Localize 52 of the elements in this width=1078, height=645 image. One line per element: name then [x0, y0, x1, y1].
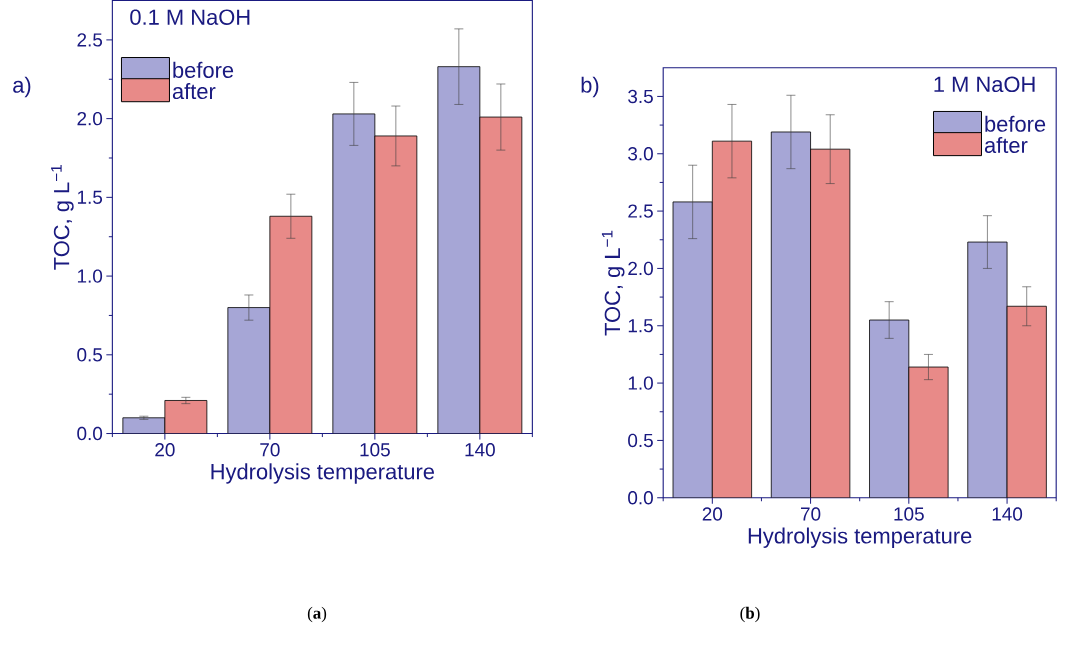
y-tick-label: 2.5	[628, 204, 653, 219]
bar	[227, 307, 270, 434]
x-tick-label: 70	[801, 507, 821, 521]
y-axis-title: TOC, g L$^{−1}$	[51, 165, 74, 271]
bar	[374, 136, 417, 434]
y-tick-label: 1.5	[77, 191, 103, 205]
text: (b)	[740, 607, 760, 623]
bar	[1006, 306, 1047, 498]
bar	[122, 418, 165, 434]
y-tick-label: 2.0	[77, 112, 103, 126]
text: (a)	[307, 607, 327, 623]
x-axis-title: Hydrolysis temperature	[211, 463, 435, 484]
x-tick-label: 70	[260, 443, 280, 457]
x-tick-label: 140	[465, 443, 495, 457]
x-tick-label: 20	[702, 507, 723, 521]
legend-label: after	[984, 137, 1028, 154]
annotation: 1 M NaOH	[934, 76, 1035, 93]
y-tick-label: 2.0	[628, 261, 653, 276]
bar	[712, 141, 752, 498]
bar	[810, 149, 850, 498]
text: b)	[581, 76, 599, 98]
y-tick-label: 0.0	[77, 427, 103, 441]
x-axis-title: Hydrolysis temperature	[748, 527, 972, 549]
bar	[269, 216, 312, 434]
bar	[673, 202, 713, 498]
x-tick-label: 105	[360, 443, 390, 457]
x-tick-label: 140	[992, 507, 1023, 521]
bar	[771, 132, 811, 498]
annotation: 0.1 M NaOH	[130, 9, 250, 26]
legend-label: before	[173, 62, 234, 79]
bar	[332, 114, 375, 434]
bar	[164, 400, 207, 434]
text: a)	[13, 76, 31, 98]
x-tick-label: 20	[155, 443, 175, 457]
x-tick-label: 105	[894, 507, 924, 521]
y-axis-title: TOC, g L$^{−1}$	[601, 230, 625, 336]
bar	[869, 320, 909, 498]
y-tick-label: 3.0	[628, 147, 653, 161]
bar	[908, 367, 949, 498]
y-tick-label: 3.5	[628, 89, 653, 104]
y-tick-label: 2.5	[77, 33, 103, 47]
y-tick-label: 1.0	[77, 269, 103, 284]
bar	[437, 66, 481, 434]
y-tick-label: 0.5	[628, 433, 653, 448]
legend-label: after	[172, 83, 216, 100]
y-tick-label: 1.0	[628, 376, 653, 391]
y-tick-label: 0.5	[77, 348, 103, 362]
y-tick-label: 1.5	[628, 319, 653, 333]
bar	[479, 116, 523, 434]
y-tick-label: 0.0	[628, 491, 653, 505]
legend-label: before	[985, 116, 1046, 133]
bar	[967, 241, 1008, 498]
